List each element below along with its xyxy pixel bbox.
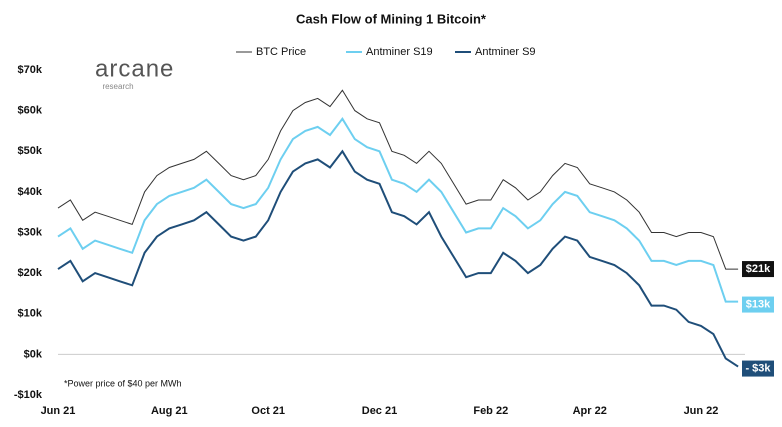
y-tick-label: $20k <box>18 267 43 279</box>
y-tick-label: $50k <box>18 145 43 157</box>
x-tick-label: Apr 22 <box>573 405 607 417</box>
logo-sub: research <box>102 82 133 91</box>
series-line <box>57 149 739 368</box>
y-tick-label: $40k <box>18 186 43 198</box>
end-label-box <box>742 360 774 377</box>
legend-label: BTC Price <box>256 46 306 58</box>
y-tick-label: $30k <box>18 226 43 238</box>
end-label: - $3k <box>745 362 771 374</box>
x-tick-label: Feb 22 <box>473 405 508 417</box>
y-tick-label: $10k <box>18 308 43 320</box>
x-tick-label: Jun 22 <box>684 405 719 417</box>
y-tick-label: $60k <box>18 105 43 117</box>
chart-title: Cash Flow of Mining 1 Bitcoin* <box>296 11 487 26</box>
end-label-box <box>742 261 774 278</box>
legend-label: Antminer S19 <box>366 46 433 58</box>
end-label-box <box>742 296 774 313</box>
x-tick-label: Oct 21 <box>251 405 285 417</box>
end-label: $21k <box>746 263 771 275</box>
x-tick-label: Aug 21 <box>151 405 188 417</box>
series-line <box>57 117 739 303</box>
y-tick-label: $0k <box>24 348 43 360</box>
y-tick-label: -$10k <box>14 389 43 401</box>
y-tick-label: $70k <box>18 64 43 76</box>
x-tick-label: Jun 21 <box>41 405 76 417</box>
logo: arcane <box>95 55 174 82</box>
x-tick-label: Dec 21 <box>362 405 397 417</box>
end-label: $13k <box>746 298 771 310</box>
series-line <box>57 89 739 270</box>
annotation: *Power price of $40 per MWh <box>64 378 182 388</box>
legend-label: Antminer S9 <box>475 46 536 58</box>
